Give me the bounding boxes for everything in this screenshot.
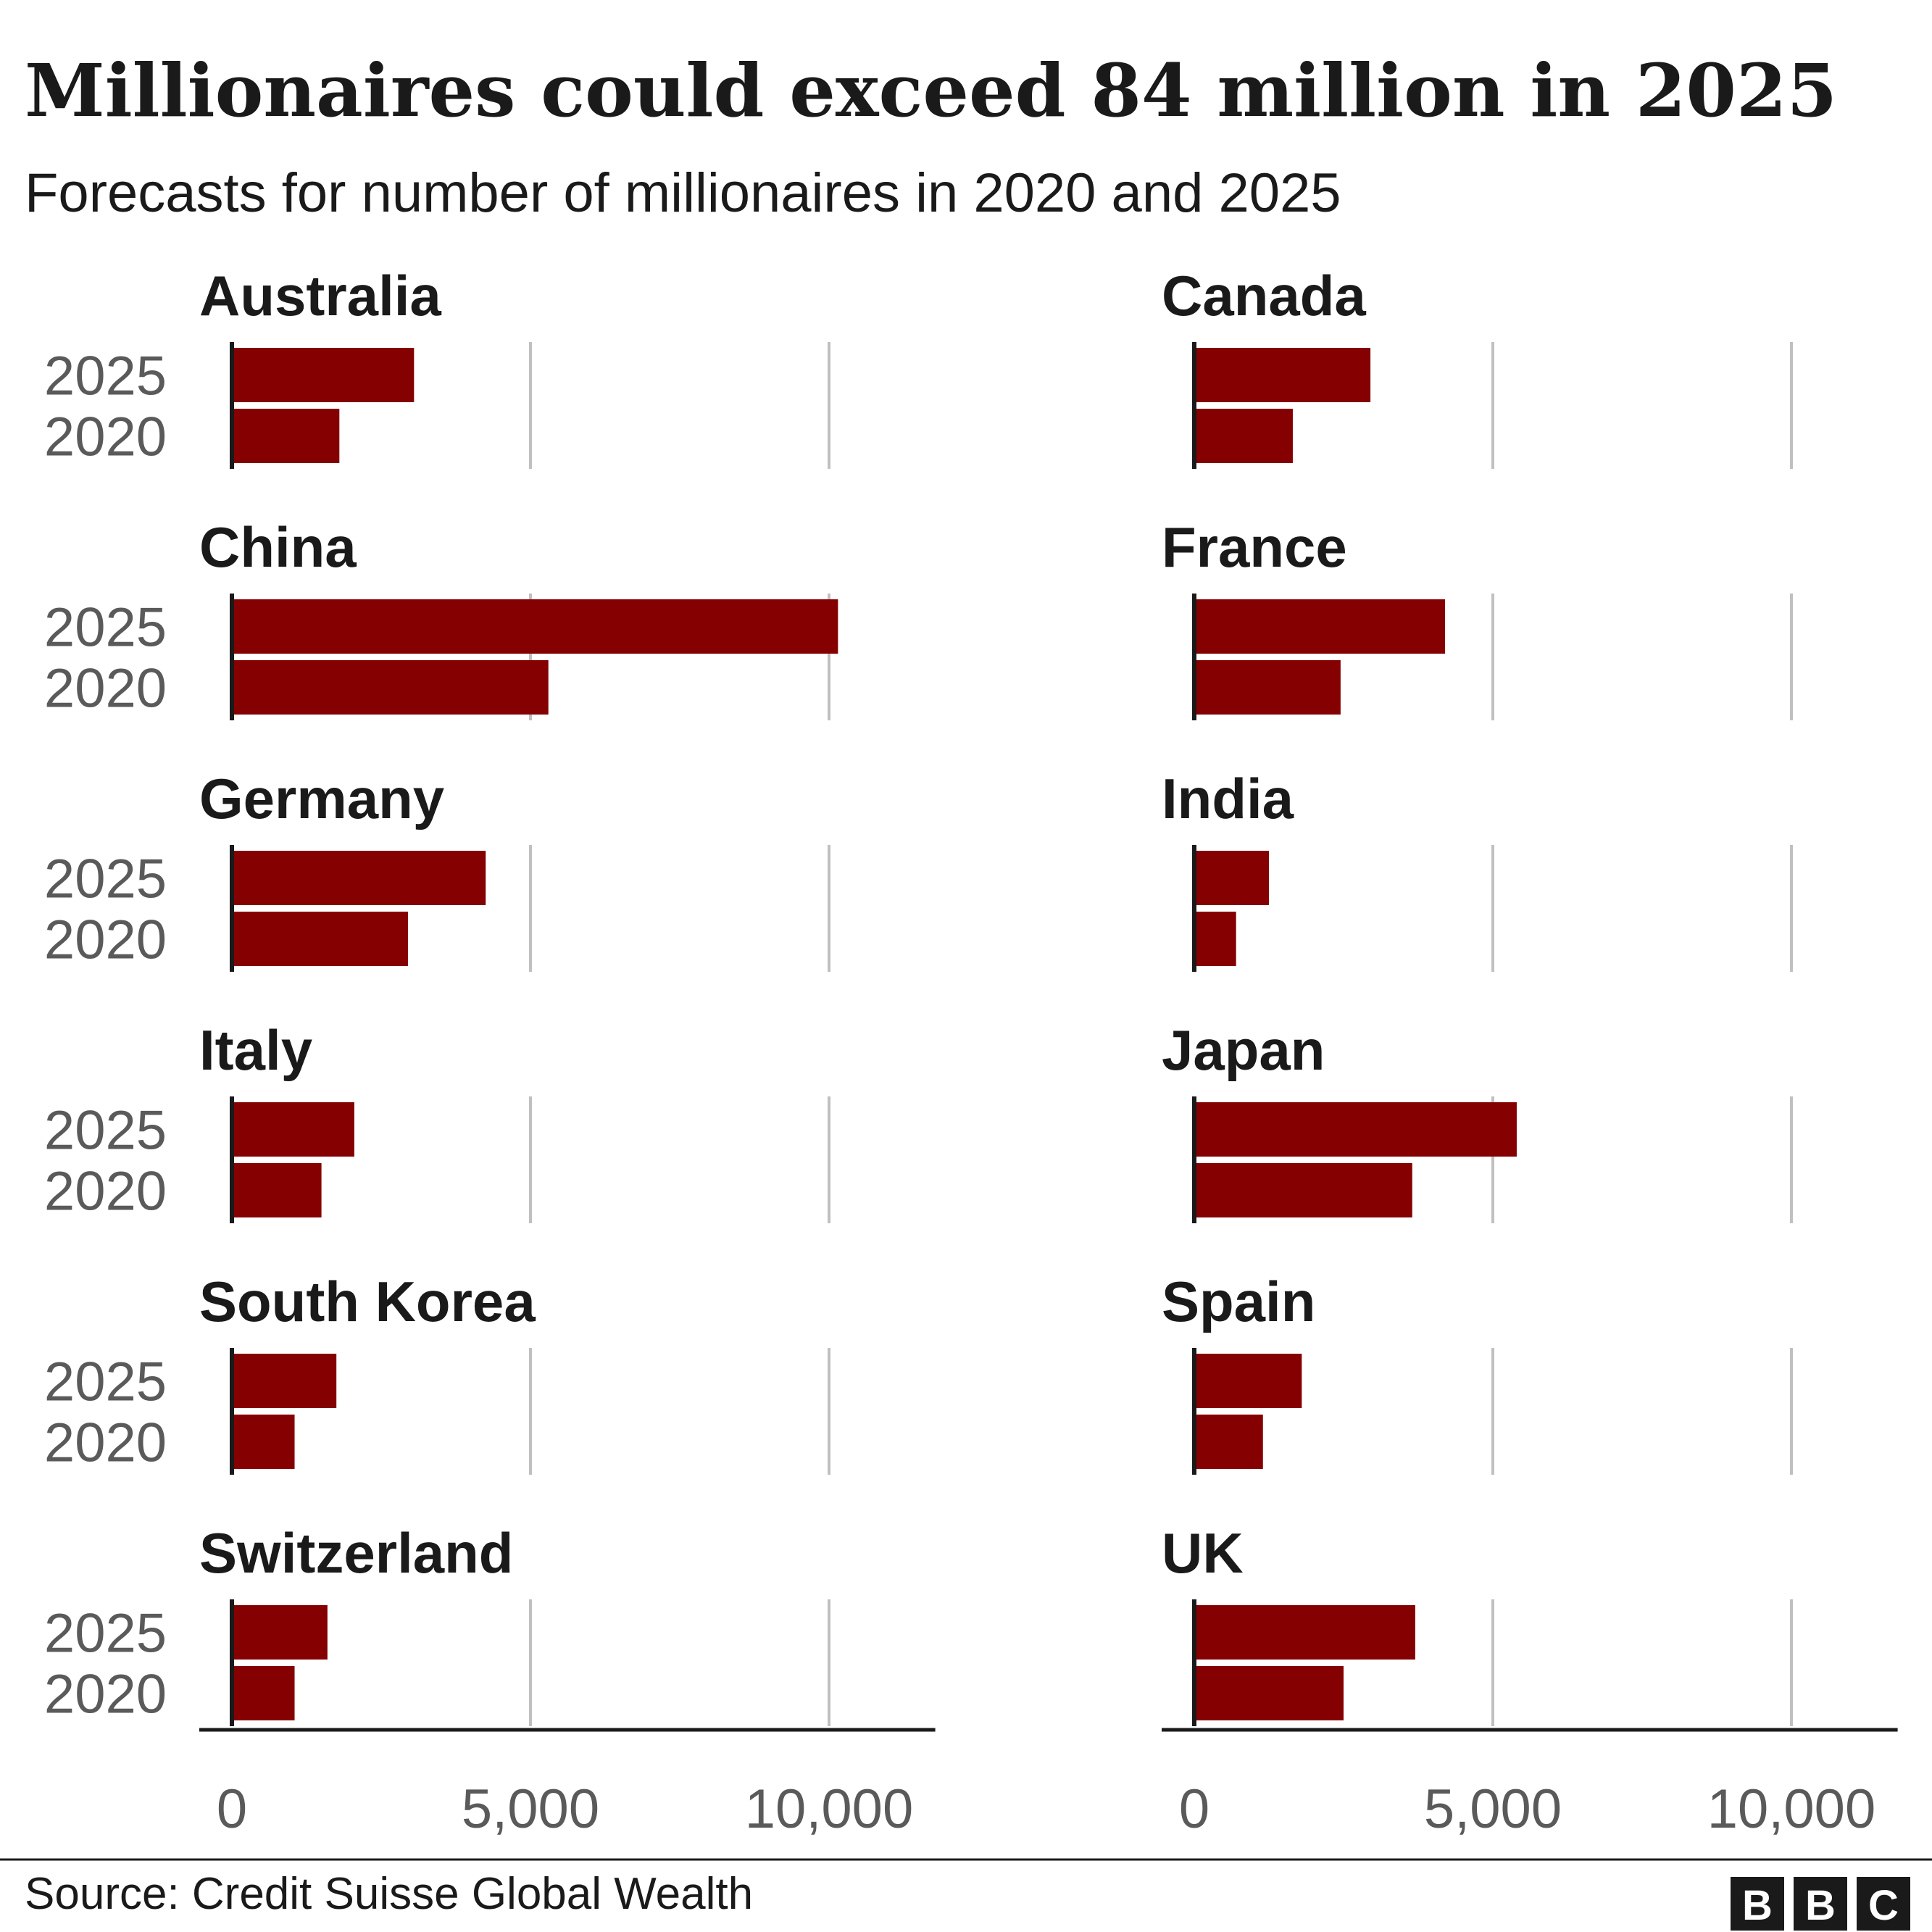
x-tick-label-right-1: 5,000 xyxy=(1424,1778,1562,1840)
source-note: Source: Credit Suisse Global Wealth xyxy=(25,1869,753,1919)
chart-subtitle: Forecasts for number of millionaires in … xyxy=(25,162,1341,224)
panels: Australia20252020CanadaChina20252020Fran… xyxy=(44,264,1898,1840)
panel-title-spain: Spain xyxy=(1162,1270,1315,1333)
bbc-logo-letter-2: B xyxy=(1805,1882,1836,1929)
x-tick-label-left-2: 10,000 xyxy=(745,1778,913,1840)
bar-china-2020 xyxy=(232,660,549,715)
bar-japan-2025 xyxy=(1194,1102,1517,1157)
bar-switzerland-2020 xyxy=(232,1666,295,1720)
chart-title: Millionaires could exceed 84 million in … xyxy=(25,48,1837,133)
panel-title-france: France xyxy=(1162,515,1347,579)
panel-title-canada: Canada xyxy=(1162,264,1366,328)
category-label-australia-2025: 2025 xyxy=(44,346,167,407)
bbc-logo-box-3 xyxy=(1857,1877,1910,1931)
panel-india: India xyxy=(1162,767,1793,972)
panel-spain: Spain xyxy=(1162,1270,1793,1475)
bbc-logo-letter-1: B xyxy=(1742,1882,1773,1929)
bar-italy-2020 xyxy=(232,1163,322,1217)
panel-title-australia: Australia xyxy=(199,264,441,328)
category-label-switzerland-2020: 2020 xyxy=(44,1664,167,1725)
x-tick-label-right-0: 0 xyxy=(1179,1778,1209,1840)
panel-canada: Canada xyxy=(1162,264,1793,469)
bar-uk-2025 xyxy=(1194,1605,1415,1660)
bbc-logo-box-2 xyxy=(1794,1877,1847,1931)
panel-title-china: China xyxy=(199,515,357,579)
bar-germany-2020 xyxy=(232,912,409,966)
panel-japan: Japan xyxy=(1162,1018,1793,1223)
panel-title-south-korea: South Korea xyxy=(199,1270,536,1333)
bar-switzerland-2025 xyxy=(232,1605,328,1660)
category-label-italy-2020: 2020 xyxy=(44,1161,167,1223)
bar-uk-2020 xyxy=(1194,1666,1344,1720)
bbc-logo-box-1 xyxy=(1731,1877,1784,1931)
category-label-germany-2025: 2025 xyxy=(44,849,167,910)
x-tick-label-left-1: 5,000 xyxy=(462,1778,599,1840)
category-label-switzerland-2025: 2025 xyxy=(44,1603,167,1665)
panel-uk: UK xyxy=(1162,1521,1793,1726)
panel-title-italy: Italy xyxy=(199,1018,312,1082)
bar-germany-2025 xyxy=(232,851,486,905)
bar-france-2020 xyxy=(1194,660,1341,715)
bar-china-2025 xyxy=(232,599,838,654)
bar-south-korea-2025 xyxy=(232,1354,337,1408)
bar-canada-2025 xyxy=(1194,348,1371,402)
panel-france: France xyxy=(1162,515,1793,720)
x-tick-label-left-0: 0 xyxy=(217,1778,247,1840)
bar-australia-2025 xyxy=(232,348,415,402)
category-label-south-korea-2020: 2020 xyxy=(44,1412,167,1474)
bar-spain-2020 xyxy=(1194,1415,1263,1469)
panel-title-switzerland: Switzerland xyxy=(199,1521,513,1585)
bar-south-korea-2020 xyxy=(232,1415,295,1469)
panel-title-japan: Japan xyxy=(1162,1018,1325,1082)
category-label-china-2025: 2025 xyxy=(44,597,167,659)
bar-france-2025 xyxy=(1194,599,1446,654)
bar-india-2025 xyxy=(1194,851,1269,905)
category-label-australia-2020: 2020 xyxy=(44,407,167,468)
category-label-germany-2020: 2020 xyxy=(44,909,167,971)
bar-india-2020 xyxy=(1194,912,1236,966)
bar-japan-2020 xyxy=(1194,1163,1412,1217)
panel-title-germany: Germany xyxy=(199,767,444,830)
bar-canada-2020 xyxy=(1194,409,1293,463)
x-tick-label-right-2: 10,000 xyxy=(1707,1778,1875,1840)
panel-title-india: India xyxy=(1162,767,1294,830)
category-label-china-2020: 2020 xyxy=(44,658,167,720)
bar-spain-2025 xyxy=(1194,1354,1302,1408)
bar-italy-2025 xyxy=(232,1102,354,1157)
bar-australia-2020 xyxy=(232,409,340,463)
panel-title-uk: UK xyxy=(1162,1521,1244,1585)
bbc-logo: B B C xyxy=(1731,1877,1910,1931)
category-label-south-korea-2025: 2025 xyxy=(44,1352,167,1413)
category-label-italy-2025: 2025 xyxy=(44,1100,167,1162)
bbc-logo-letter-3: C xyxy=(1868,1882,1899,1929)
